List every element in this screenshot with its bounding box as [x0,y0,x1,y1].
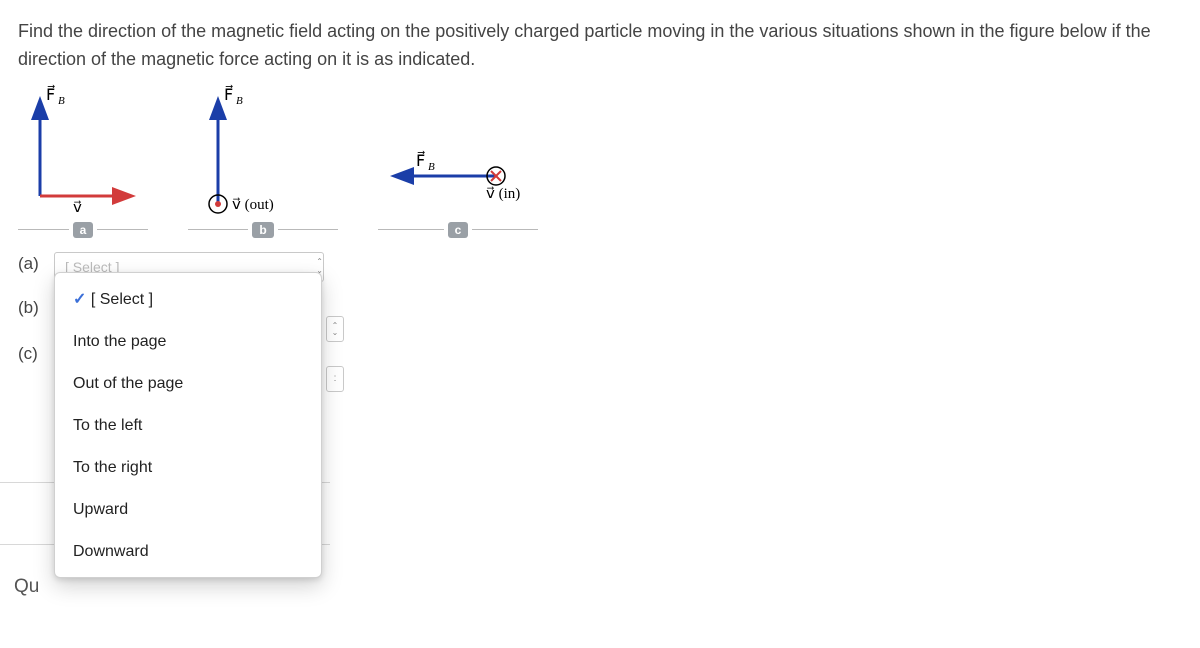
footer-fragment: Qu [14,576,39,614]
figures-row: F⃗ B v⃗ a F⃗ B v⃗ (out) b [18,84,1182,238]
answer-c-label: (c) [18,344,46,364]
figure-c: F⃗ B v⃗ (in) c [378,124,538,238]
answer-b-label: (b) [18,298,46,318]
svg-text:B: B [58,95,65,107]
dropdown-option-into[interactable]: Into the page [55,321,321,363]
dropdown-option-down[interactable]: Downward [55,531,321,573]
svg-text:B: B [236,95,243,107]
figure-b-svg: F⃗ B v⃗ (out) [188,84,338,214]
svg-text:B: B [428,161,435,173]
svg-text:v⃗: v⃗ [73,200,82,214]
figure-a: F⃗ B v⃗ a [18,84,148,238]
dropdown-option-up[interactable]: Upward [55,489,321,531]
chevron-up-icon: ⌃ [316,258,323,266]
figure-c-svg: F⃗ B v⃗ (in) [378,124,538,214]
figure-a-caption: a [73,222,94,238]
dropdown-option-out[interactable]: Out of the page [55,363,321,405]
svg-text:F⃗: F⃗ [416,150,425,170]
dropdown-option-left[interactable]: To the left [55,405,321,447]
select-b-stepper[interactable]: ⌃⌄ [326,316,344,342]
dropdown-option-right[interactable]: To the right [55,447,321,489]
answer-a-label: (a) [18,254,46,274]
svg-text:F⃗: F⃗ [46,84,55,104]
figure-a-svg: F⃗ B v⃗ [18,84,148,214]
question-text: Find the direction of the magnetic field… [18,18,1182,74]
figure-b: F⃗ B v⃗ (out) b [188,84,338,238]
svg-text:v⃗ (out): v⃗ (out) [232,197,274,213]
answers-area: [ Select ] ⌃ ⌄ (a) (b) (c) ⌃⌄ : [ Select… [18,254,1182,614]
svg-text:F⃗: F⃗ [224,84,233,104]
dropdown-option-selected[interactable]: [ Select ] [55,277,321,321]
select-c-stepper[interactable]: : [326,366,344,392]
svg-text:v⃗ (in): v⃗ (in) [486,186,520,202]
figure-c-caption: c [448,222,469,238]
select-a-dropdown[interactable]: [ Select ] Into the page Out of the page… [54,272,322,578]
figure-b-caption: b [252,222,273,238]
